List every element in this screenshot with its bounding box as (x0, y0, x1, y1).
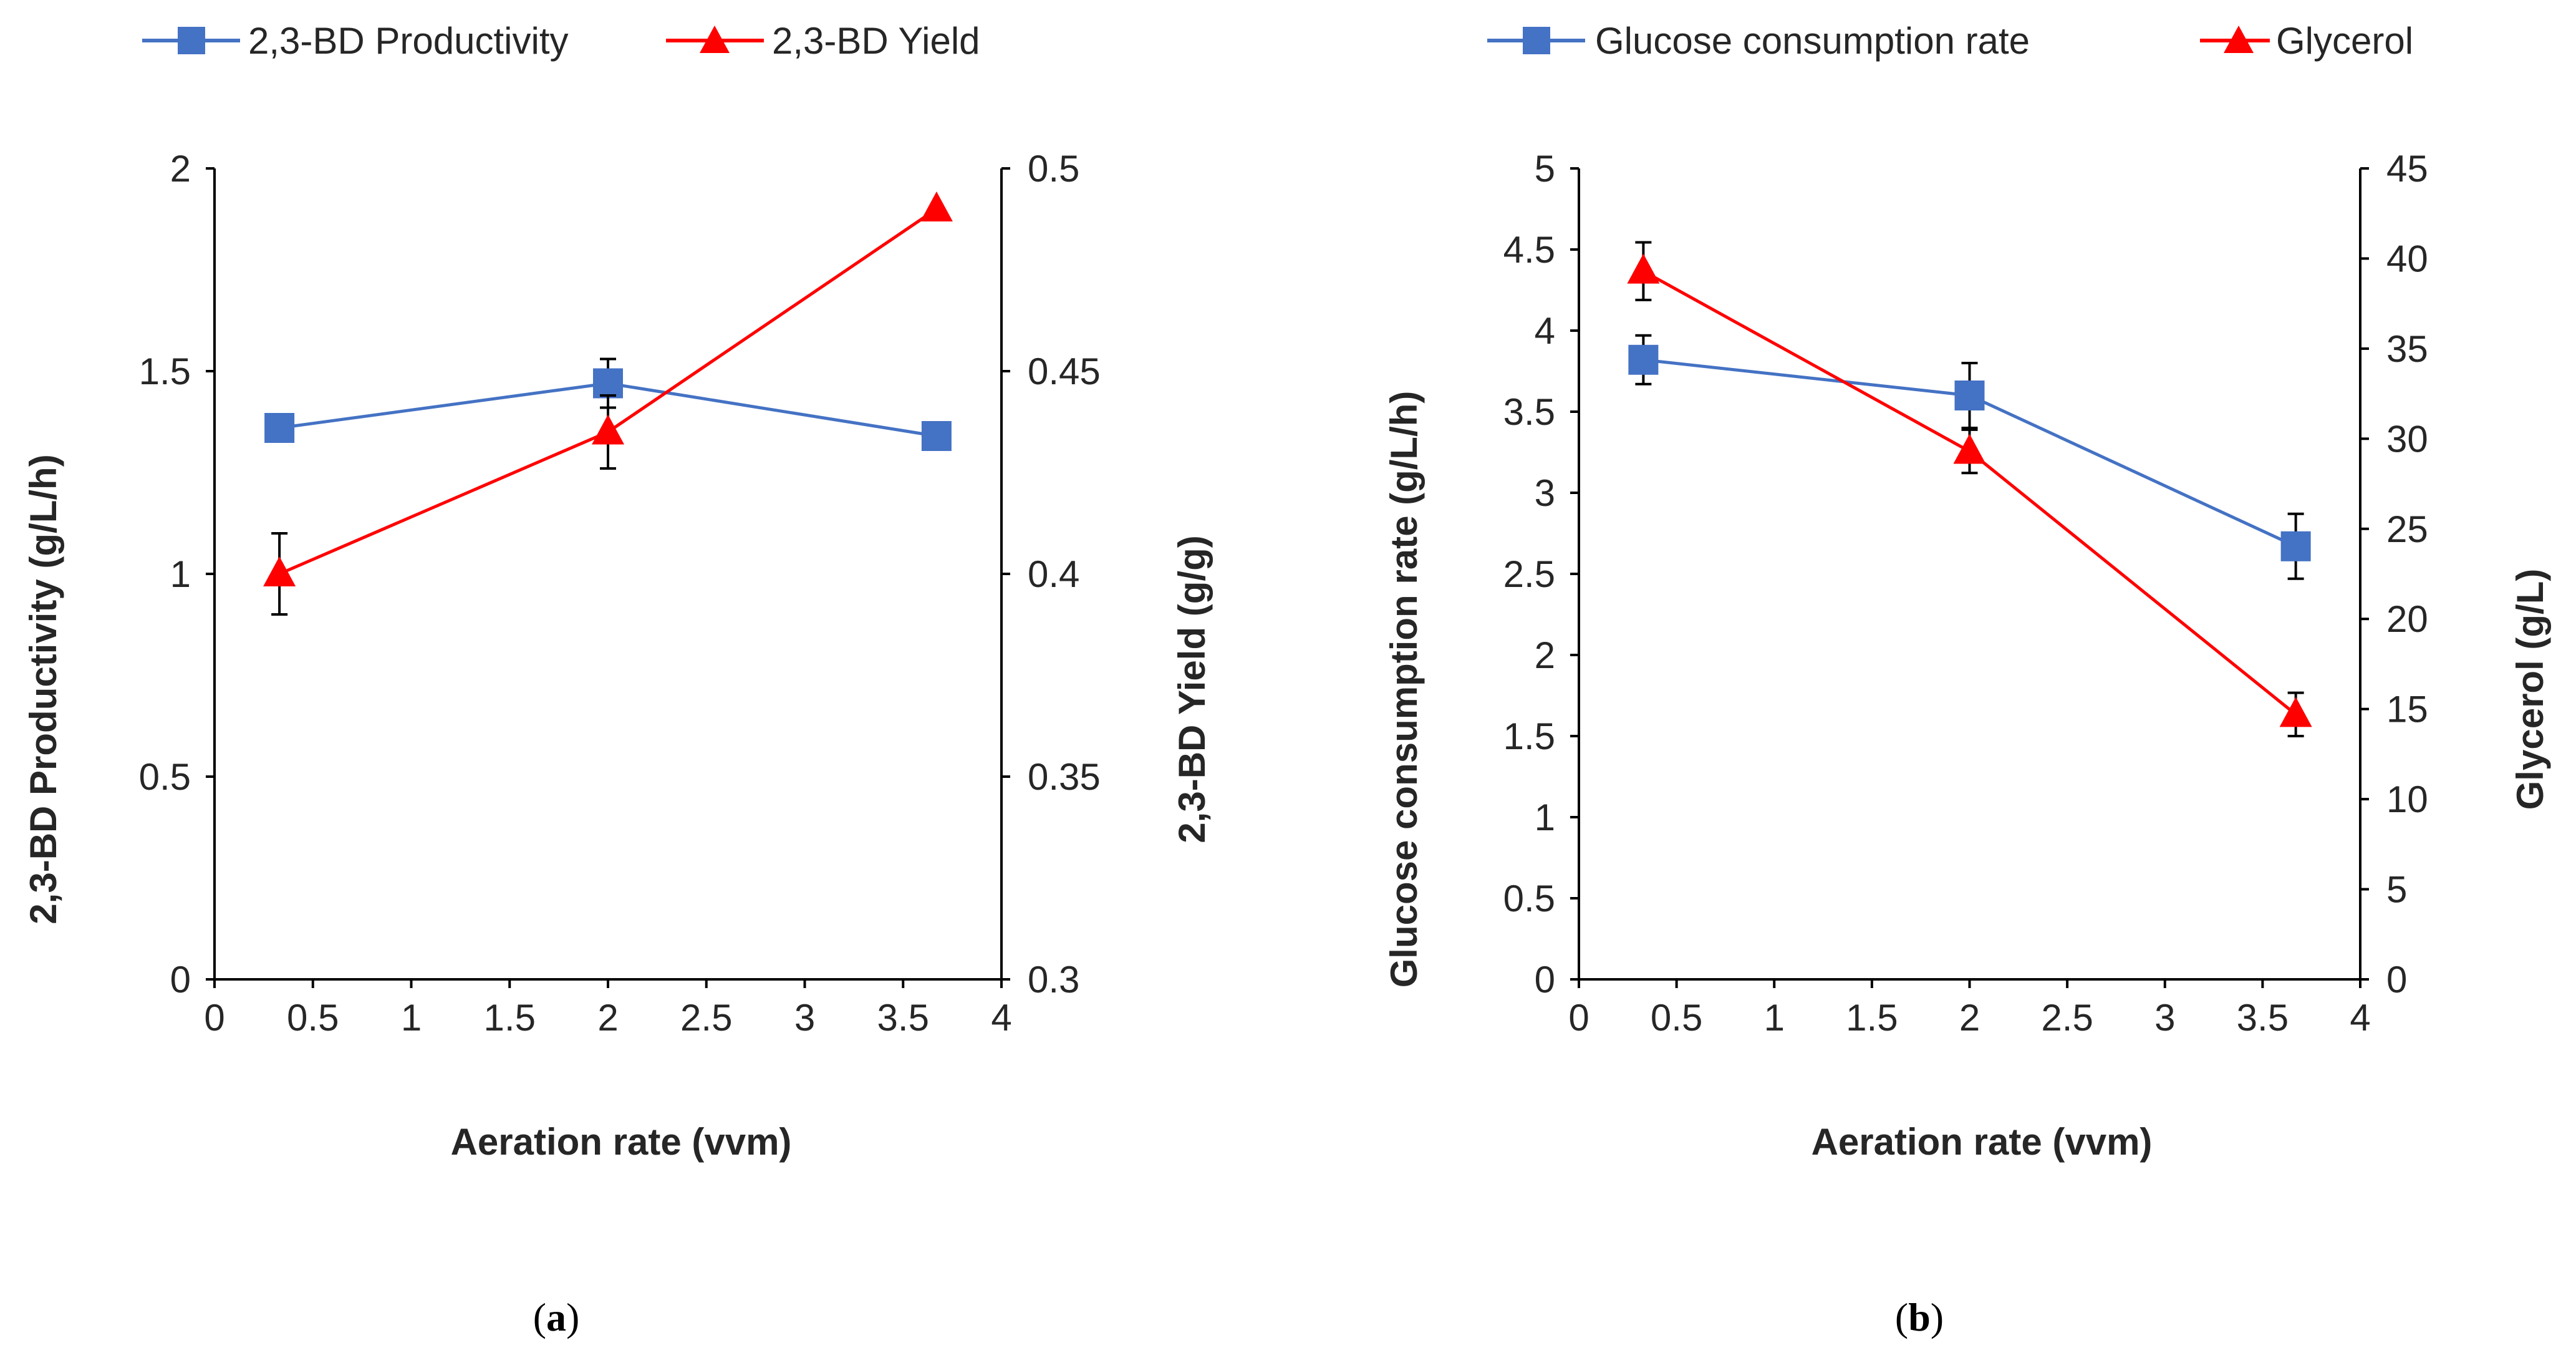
y2-tick-label: 0 (2386, 959, 2407, 1001)
data-point-glucose-consumption-rate (1628, 344, 1659, 375)
x-tick-label: 3.5 (877, 997, 929, 1039)
data-point-glycerol (2279, 697, 2312, 727)
legend-label-yield: 2,3-BD Yield (772, 20, 980, 62)
chart-panel-a: 2,3-BD Productivity 2,3-BD Yield 0 0.5 1 1.… (22, 20, 1213, 1339)
legend-label-glucose: Glucose consumption rate (1595, 20, 2030, 62)
legend-entry-glycerol: Glycerol (2200, 20, 2413, 62)
x-tick-label: 1 (401, 997, 422, 1039)
y2-tick-label: 0.45 (1028, 351, 1101, 392)
legend-square-icon (178, 27, 205, 54)
x-tick-label: 3.5 (2237, 997, 2289, 1039)
y-tick-label: 2.5 (1503, 553, 1555, 595)
x-tick-label: 3 (794, 997, 815, 1039)
x-tick-label: 3 (2154, 997, 2175, 1039)
data-point-glucose-consumption-rate (2280, 531, 2311, 561)
x-tick-label: 4 (991, 997, 1011, 1039)
x-axis-title-b: Aeration rate (vvm) (1811, 1121, 2153, 1163)
y2-tick-label: 35 (2386, 328, 2428, 370)
y2-tick-label: 40 (2386, 238, 2428, 279)
x-tick-label: 2.5 (680, 997, 732, 1039)
data-point-2-3-bd-yield (263, 556, 296, 586)
legend-entry-yield: 2,3-BD Yield (666, 20, 980, 62)
x-tick-label: 1.5 (1846, 997, 1898, 1039)
y-tick-label: 0.5 (1503, 878, 1555, 919)
y2-tick-label: 0.35 (1028, 756, 1101, 798)
y-tick-label: 4.5 (1503, 229, 1555, 271)
y2-tick-label: 0.4 (1028, 553, 1079, 595)
y2-tick-label: 10 (2386, 778, 2428, 820)
y-axis-title-a: 2,3-BD Productivity (g/L/h) (22, 454, 64, 924)
panel-label-b: (b) (1895, 1295, 1944, 1339)
legend-entry-glucose: Glucose consumption rate (1487, 20, 2030, 62)
y-tick-label: 3.5 (1503, 391, 1555, 433)
legend-a: 2,3-BD Productivity 2,3-BD Yield (142, 20, 980, 62)
y-axis-title-b: Glucose consumption rate (g/L/h) (1383, 391, 1425, 988)
x-tick-label: 0 (1568, 997, 1589, 1039)
panel-letter-a: a (546, 1295, 566, 1339)
x-tick-label: 1 (1764, 997, 1785, 1039)
y2-tick-label: 20 (2386, 598, 2428, 640)
chart-panel-b: Glucose consumption rate Glycerol 0 0.5 1 1… (1383, 20, 2551, 1339)
data-point-glycerol (1627, 253, 1660, 284)
legend-b: Glucose consumption rate Glycerol (1487, 20, 2413, 62)
y-tick-label: 1 (1535, 797, 1555, 838)
axes-a: 0 0.5 1 1.5 2 2.5 3 3.5 4 0 0.5 1 1.5 2 0.3 0.35 0.4 0.45… (139, 148, 1101, 1039)
y-tick-label: 1.5 (139, 351, 191, 392)
y2-tick-label: 25 (2386, 508, 2428, 550)
y2-tick-label: 5 (2386, 869, 2407, 911)
panel-label-a: (a) (533, 1295, 580, 1339)
legend-label-glycerol: Glycerol (2276, 20, 2413, 62)
y-tick-label: 0.5 (139, 756, 191, 798)
x-tick-label: 2 (1959, 997, 1980, 1039)
series-line-glycerol (1643, 269, 2297, 716)
data-point-2-3-bd-yield (592, 414, 624, 445)
x-tick-label: 4 (2350, 997, 2370, 1039)
x-axis-title-a: Aeration rate (vvm) (451, 1121, 792, 1163)
x-tick-label: 1.5 (484, 997, 536, 1039)
y2-tick-label: 0.3 (1028, 959, 1079, 1001)
y2-axis-title-b: Glycerol (g/L) (2509, 569, 2551, 810)
y2-axis-title-a: 2,3-BD Yield (g/g) (1171, 535, 1213, 843)
x-tick-label: 2.5 (2041, 997, 2093, 1039)
y-tick-label: 0 (1535, 959, 1555, 1001)
y-tick-label: 2 (170, 148, 191, 190)
y2-tick-label: 30 (2386, 418, 2428, 460)
y-tick-label: 1 (170, 553, 191, 595)
y2-tick-label: 0.5 (1028, 148, 1079, 190)
y-tick-label: 1.5 (1503, 715, 1555, 757)
y-tick-label: 2 (1535, 634, 1555, 676)
data-point-2-3-bd-productivity (593, 368, 623, 399)
y-tick-label: 3 (1535, 472, 1555, 514)
legend-square-icon (1523, 27, 1550, 54)
legend-triangle-icon (2224, 26, 2254, 53)
y2-tick-label: 15 (2386, 689, 2428, 730)
y2-tick-label: 45 (2386, 148, 2428, 190)
legend-entry-productivity: 2,3-BD Productivity (142, 20, 569, 62)
legend-triangle-icon (700, 26, 730, 53)
y-tick-label: 4 (1535, 310, 1555, 352)
x-tick-label: 0.5 (1651, 997, 1702, 1039)
x-tick-label: 0.5 (287, 997, 339, 1039)
y-tick-label: 0 (170, 959, 191, 1001)
x-tick-label: 2 (597, 997, 618, 1039)
data-point-2-3-bd-productivity (264, 413, 295, 443)
data-point-2-3-bd-yield (920, 192, 953, 221)
data-point-glycerol (1953, 434, 1986, 464)
x-tick-label: 0 (204, 997, 224, 1039)
legend-label-productivity: 2,3-BD Productivity (248, 20, 569, 62)
data-point-glucose-consumption-rate (1954, 381, 1985, 410)
y-tick-label: 5 (1535, 148, 1555, 190)
panel-letter-b: b (1908, 1295, 1931, 1339)
axes-b: 0 0.5 1 1.5 2 2.5 3 3.5 400.511.522.533.544.5505… (1503, 148, 2428, 1039)
data-point-2-3-bd-productivity (921, 421, 952, 451)
